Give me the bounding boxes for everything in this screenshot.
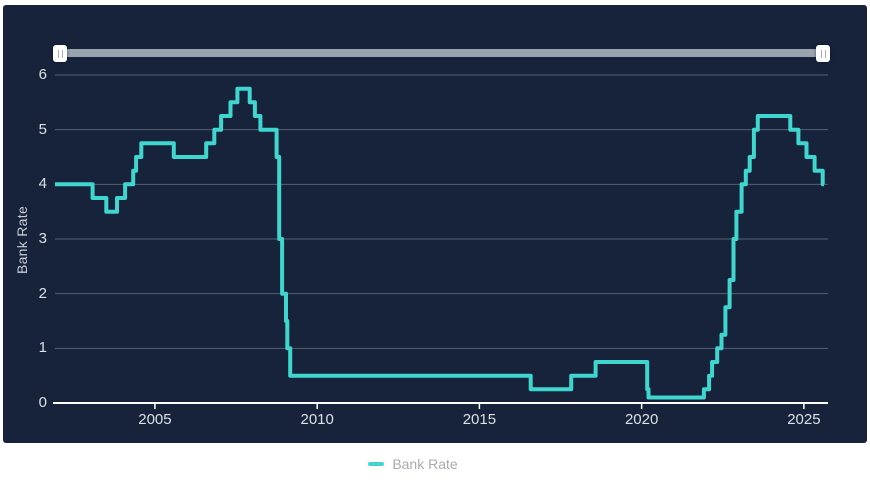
- bank-rate-line: [55, 86, 825, 400]
- x-tick-label: 2005: [138, 411, 172, 428]
- y-tick-label: 3: [38, 230, 47, 247]
- y-tick-label: 2: [38, 284, 47, 302]
- x-axis-tick-marks: [154, 403, 805, 409]
- x-tick-label: 2025: [787, 411, 821, 428]
- legend-item[interactable]: Bank Rate: [0, 456, 848, 472]
- slider-handle-left[interactable]: [53, 45, 67, 62]
- grip-icon: [57, 49, 63, 58]
- y-tick-label: 0: [38, 394, 47, 411]
- y-tick-label: 5: [38, 120, 47, 138]
- legend-label: Bank Rate: [392, 456, 458, 472]
- slider-handle-right[interactable]: [816, 45, 830, 62]
- y-tick-label: 6: [38, 66, 47, 83]
- x-tick-label: 2015: [462, 411, 497, 428]
- grip-icon: [820, 49, 826, 58]
- legend-line-icon: [368, 462, 385, 466]
- x-tick-label: 2020: [624, 411, 659, 428]
- slider-track[interactable]: [57, 49, 823, 57]
- x-tick-label: 2010: [300, 411, 334, 428]
- date-range-slider: [0, 0, 870, 70]
- y-tick-label: 4: [38, 175, 47, 193]
- chart-panel: [3, 5, 867, 443]
- y-tick-label: 1: [38, 339, 47, 357]
- gridlines: [53, 74, 828, 404]
